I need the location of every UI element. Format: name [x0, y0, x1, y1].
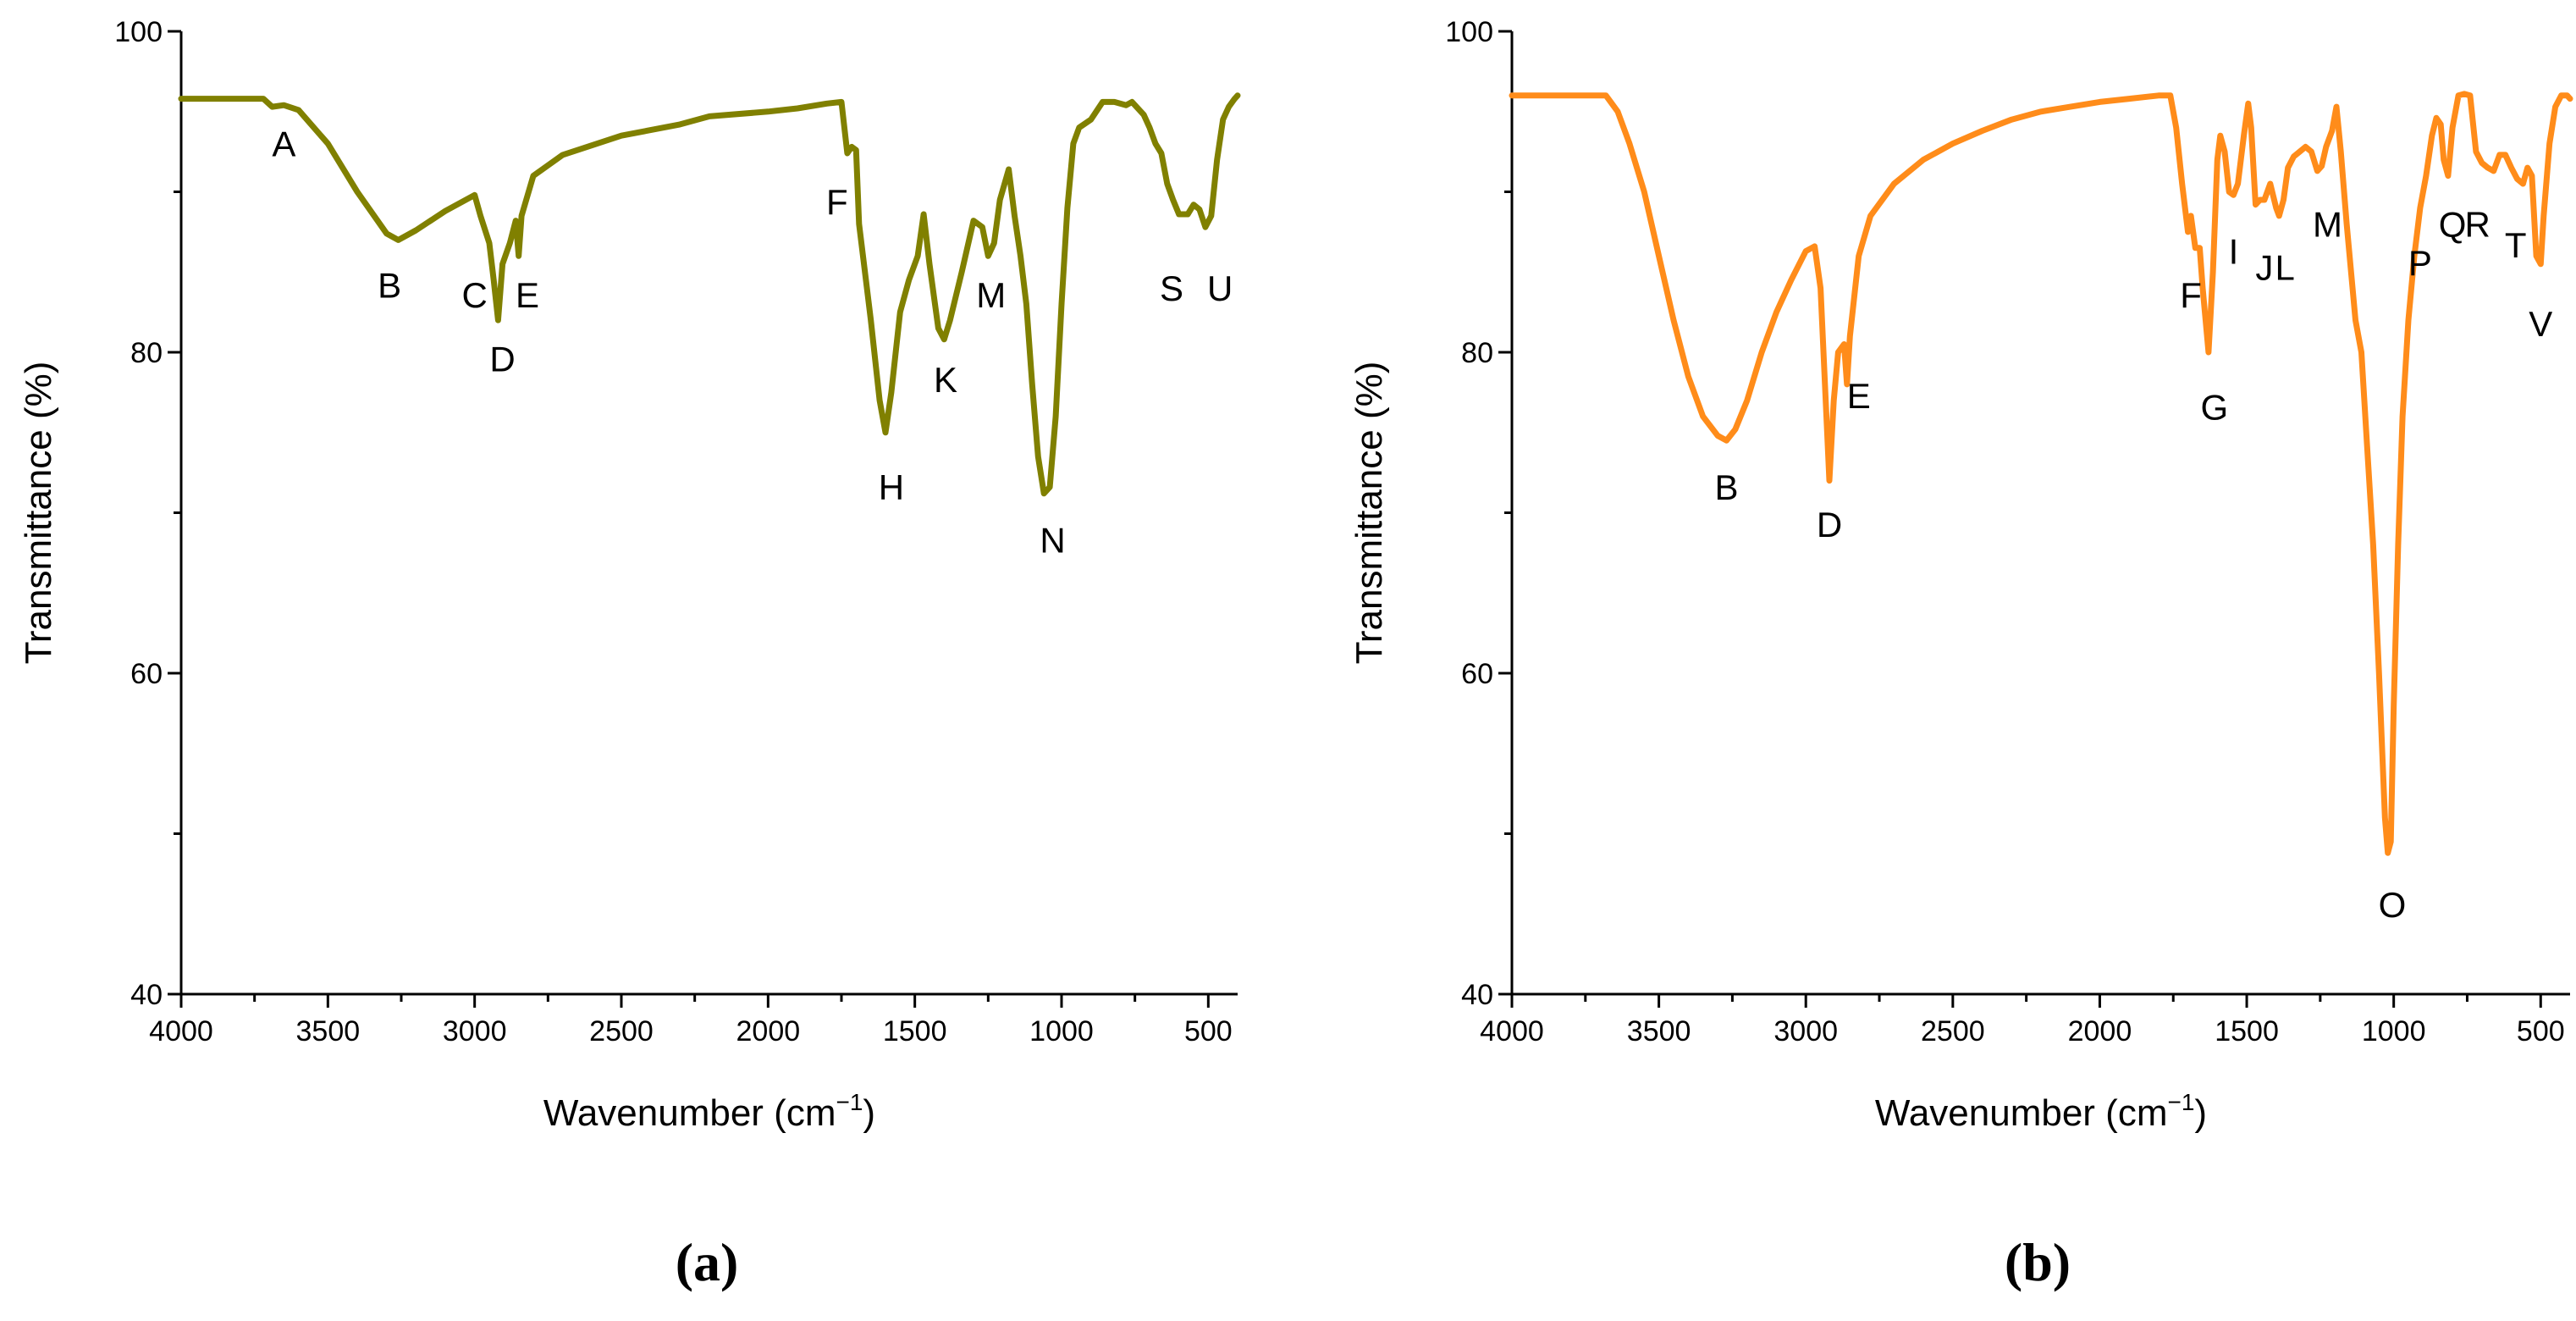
peak-label: C — [461, 275, 487, 315]
x-tick-label: 3500 — [1627, 1015, 1691, 1047]
x-axis-title-end: ) — [2194, 1092, 2207, 1134]
spectrum-line — [178, 92, 1241, 497]
y-tick-label: 80 — [1461, 337, 1493, 369]
panel-a-chart: 4000 3500 3000 2500 2000 1500 1000 500 40 60 80 100… — [18, 16, 1241, 1134]
peak-label: G — [2201, 387, 2229, 427]
peak-label: D — [489, 340, 515, 379]
peak-label: M — [976, 275, 1006, 315]
peak-label: E — [1847, 376, 1871, 416]
x-tick-label: 500 — [2517, 1015, 2565, 1047]
peak-label: N — [1040, 521, 1065, 561]
peak-label: B — [1714, 467, 1738, 507]
peak-label: T — [2505, 225, 2527, 265]
x-tick-label: 1000 — [1029, 1015, 1094, 1047]
peak-label: B — [378, 265, 401, 305]
peak-label: P — [2408, 243, 2432, 283]
peak-label: S — [1160, 268, 1183, 308]
peak-label: D — [1817, 505, 1842, 544]
peak-label: F — [826, 182, 848, 222]
x-tick-label: 4000 — [149, 1015, 213, 1047]
x-axis-title-text: Wavenumber (cm — [1875, 1092, 2168, 1134]
x-axis-title-superscript: −1 — [836, 1089, 863, 1115]
x-axis-title-text: Wavenumber (cm — [543, 1092, 836, 1134]
x-axis-title: Wavenumber (cm−1) — [1875, 1089, 2207, 1134]
peak-label: J — [2255, 248, 2273, 288]
x-tick-label: 4000 — [1480, 1015, 1544, 1047]
peak-label: O — [2379, 885, 2407, 925]
caption-a: (a) — [676, 1232, 739, 1292]
x-axis-title: Wavenumber (cm−1) — [543, 1089, 875, 1134]
peak-label: I — [2229, 232, 2239, 272]
y-axis-title: Transmittance (%) — [18, 362, 59, 665]
peak-label: A — [272, 124, 295, 164]
peak-label: L — [2275, 248, 2295, 288]
peak-label: Q — [2439, 204, 2467, 244]
y-axis-title: Transmittance (%) — [1349, 362, 1390, 665]
peak-label: M — [2313, 204, 2342, 244]
y-tick-label: 100 — [1445, 16, 1493, 48]
x-tick-label: 1000 — [2362, 1015, 2426, 1047]
x-tick-label: 2500 — [1921, 1015, 1985, 1047]
peak-label: K — [934, 360, 957, 400]
peak-label: V — [2529, 304, 2552, 344]
y-tick-label: 60 — [130, 658, 163, 690]
y-tick-label: 40 — [1461, 979, 1493, 1011]
x-tick-label: 1500 — [883, 1015, 947, 1047]
peak-label: U — [1207, 268, 1233, 308]
y-tick-label: 60 — [1461, 658, 1493, 690]
y-tick-label: 100 — [114, 16, 163, 48]
panel-b-chart: 4000 3500 3000 2500 2000 1500 1000 500 40 60 80 100… — [1349, 16, 2573, 1134]
spectrum-line — [1509, 91, 2573, 856]
peak-label: H — [879, 467, 904, 507]
peak-label: E — [516, 275, 539, 315]
x-tick-label: 500 — [1184, 1015, 1233, 1047]
caption-b: (b) — [2005, 1232, 2071, 1292]
x-tick-label: 3500 — [296, 1015, 361, 1047]
x-tick-label: 3000 — [1773, 1015, 1838, 1047]
x-tick-label: 2000 — [2068, 1015, 2132, 1047]
x-tick-label: 2500 — [589, 1015, 654, 1047]
x-tick-label: 1500 — [2215, 1015, 2279, 1047]
x-tick-label: 3000 — [443, 1015, 507, 1047]
y-tick-label: 80 — [130, 337, 163, 369]
x-axis-title-end: ) — [863, 1092, 875, 1134]
y-tick-label: 40 — [130, 979, 163, 1011]
x-tick-label: 2000 — [736, 1015, 801, 1047]
x-axis-title-superscript: −1 — [2167, 1089, 2194, 1115]
peak-label: R — [2464, 204, 2490, 244]
peak-label: F — [2180, 275, 2202, 315]
